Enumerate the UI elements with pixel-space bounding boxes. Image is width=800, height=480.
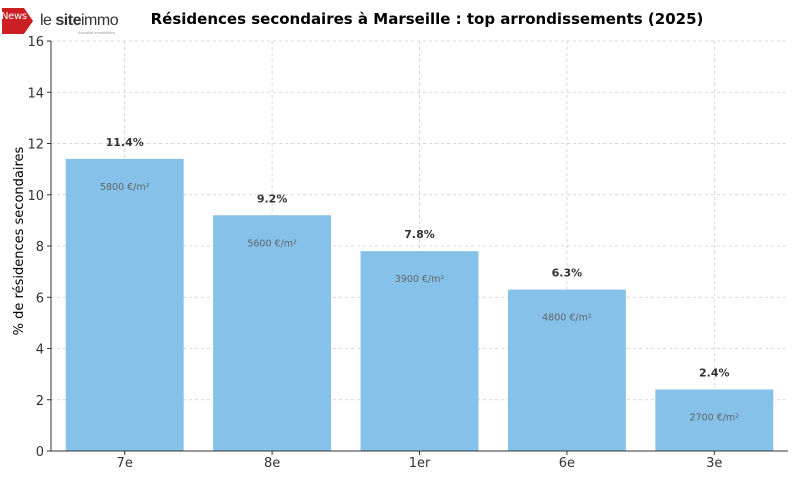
y-tick-label: 6 — [36, 291, 44, 306]
bar-price-label: 5800 €/m² — [100, 182, 150, 193]
bar — [213, 215, 332, 451]
x-tick-label: 7e — [117, 456, 133, 471]
bar — [655, 389, 774, 451]
y-tick-label: 16 — [27, 35, 44, 50]
bar-price-label: 3900 €/m² — [395, 274, 445, 285]
ticks-group: 0 2 4 6 8 10 12 14 16 7e 8e 1er 6e 3e — [27, 35, 722, 471]
bar-value-label: 11.4% — [106, 136, 144, 149]
chart-title: Résidences secondaires à Marseille : top… — [151, 10, 704, 28]
data-labels-group: 11.4% 5800 €/m² 9.2% 5600 €/m² 7.8% 3900 €/m²… — [100, 136, 739, 424]
y-tick-label: 0 — [36, 445, 44, 460]
logo-wordmark: le siteimmo — [40, 12, 119, 29]
bar — [507, 289, 626, 451]
y-tick-label: 2 — [36, 394, 44, 409]
bar-value-label: 6.3% — [552, 267, 583, 280]
x-tick-label: 1er — [409, 456, 431, 471]
news-badge-icon — [2, 8, 33, 34]
news-badge-label: News — [1, 11, 27, 22]
bars-group — [65, 158, 774, 451]
y-tick-label: 14 — [27, 86, 44, 101]
bar — [65, 158, 184, 451]
y-tick-label: 4 — [36, 343, 44, 358]
x-tick-label: 3e — [706, 456, 722, 471]
site-logo[interactable]: News le siteimmo Actualité immobilière — [0, 2, 130, 40]
bar-price-label: 5600 €/m² — [247, 238, 297, 249]
y-tick-label: 8 — [36, 240, 44, 255]
bar — [360, 251, 479, 451]
bar-price-label: 2700 €/m² — [690, 413, 740, 424]
y-tick-label: 12 — [27, 138, 44, 153]
bar-value-label: 9.2% — [257, 192, 288, 205]
y-tick-label: 10 — [27, 189, 44, 204]
x-tick-label: 6e — [559, 456, 575, 471]
logo-tagline: Actualité immobilière — [78, 30, 115, 35]
bar-value-label: 2.4% — [699, 367, 730, 380]
bar-price-label: 4800 €/m² — [542, 313, 592, 324]
bar-value-label: 7.8% — [404, 228, 435, 241]
x-tick-label: 8e — [264, 456, 280, 471]
y-axis-label: % de résidences secondaires — [12, 146, 27, 335]
